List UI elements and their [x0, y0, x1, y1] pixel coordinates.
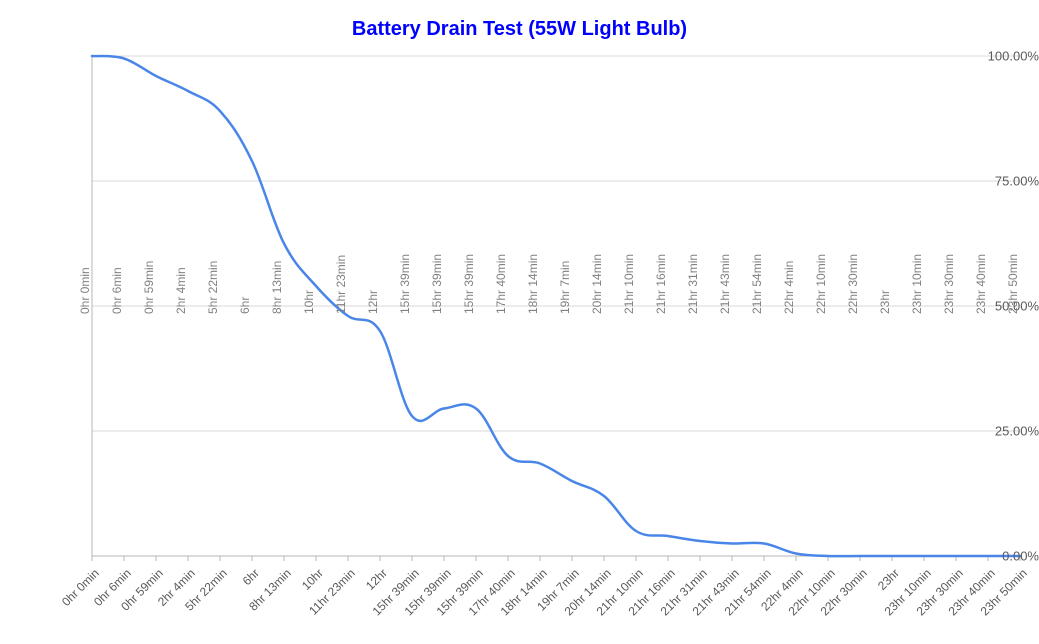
inner-category-label: 0hr 6min: [110, 267, 124, 314]
y-tick-label: 100.00%: [957, 49, 1039, 64]
inner-category-label: 12hr: [366, 290, 380, 314]
inner-category-label: 2hr 4min: [174, 267, 188, 314]
inner-category-label: 21hr 16min: [654, 254, 668, 314]
inner-category-label: 21hr 43min: [718, 254, 732, 314]
inner-category-label: 15hr 39min: [462, 254, 476, 314]
inner-category-label: 0hr 0min: [78, 267, 92, 314]
inner-category-label: 15hr 39min: [430, 254, 444, 314]
chart-container: Battery Drain Test (55W Light Bulb) 0.00…: [0, 0, 1039, 644]
inner-category-label: 21hr 10min: [622, 254, 636, 314]
inner-category-label: 10hr: [302, 290, 316, 314]
inner-category-label: 23hr: [878, 290, 892, 314]
y-tick-label: 50.00%: [957, 299, 1039, 314]
inner-category-label: 23hr 50min: [1006, 254, 1020, 314]
inner-category-label: 23hr 10min: [910, 254, 924, 314]
y-tick-label: 75.00%: [957, 174, 1039, 189]
inner-category-label: 21hr 54min: [750, 254, 764, 314]
inner-category-label: 23hr 30min: [942, 254, 956, 314]
inner-category-label: 0hr 59min: [142, 261, 156, 314]
inner-category-label: 20hr 14min: [590, 254, 604, 314]
y-tick-label: 25.00%: [957, 424, 1039, 439]
inner-category-label: 22hr 30min: [846, 254, 860, 314]
inner-category-label: 18hr 14min: [526, 254, 540, 314]
chart-svg: [0, 0, 1039, 644]
inner-category-label: 8hr 13min: [270, 261, 284, 314]
inner-category-label: 22hr 4min: [782, 261, 796, 314]
y-tick-label: 0.00%: [957, 549, 1039, 564]
inner-category-label: 11hr 23min: [334, 255, 348, 314]
inner-category-label: 19hr 7min: [558, 261, 572, 314]
inner-category-label: 6hr: [238, 297, 252, 314]
inner-category-label: 21hr 31min: [686, 254, 700, 314]
inner-category-label: 17hr 40min: [494, 254, 508, 314]
inner-category-label: 5hr 22min: [206, 261, 220, 314]
inner-category-label: 15hr 39min: [398, 254, 412, 314]
inner-category-label: 23hr 40min: [974, 254, 988, 314]
inner-category-label: 22hr 10min: [814, 254, 828, 314]
